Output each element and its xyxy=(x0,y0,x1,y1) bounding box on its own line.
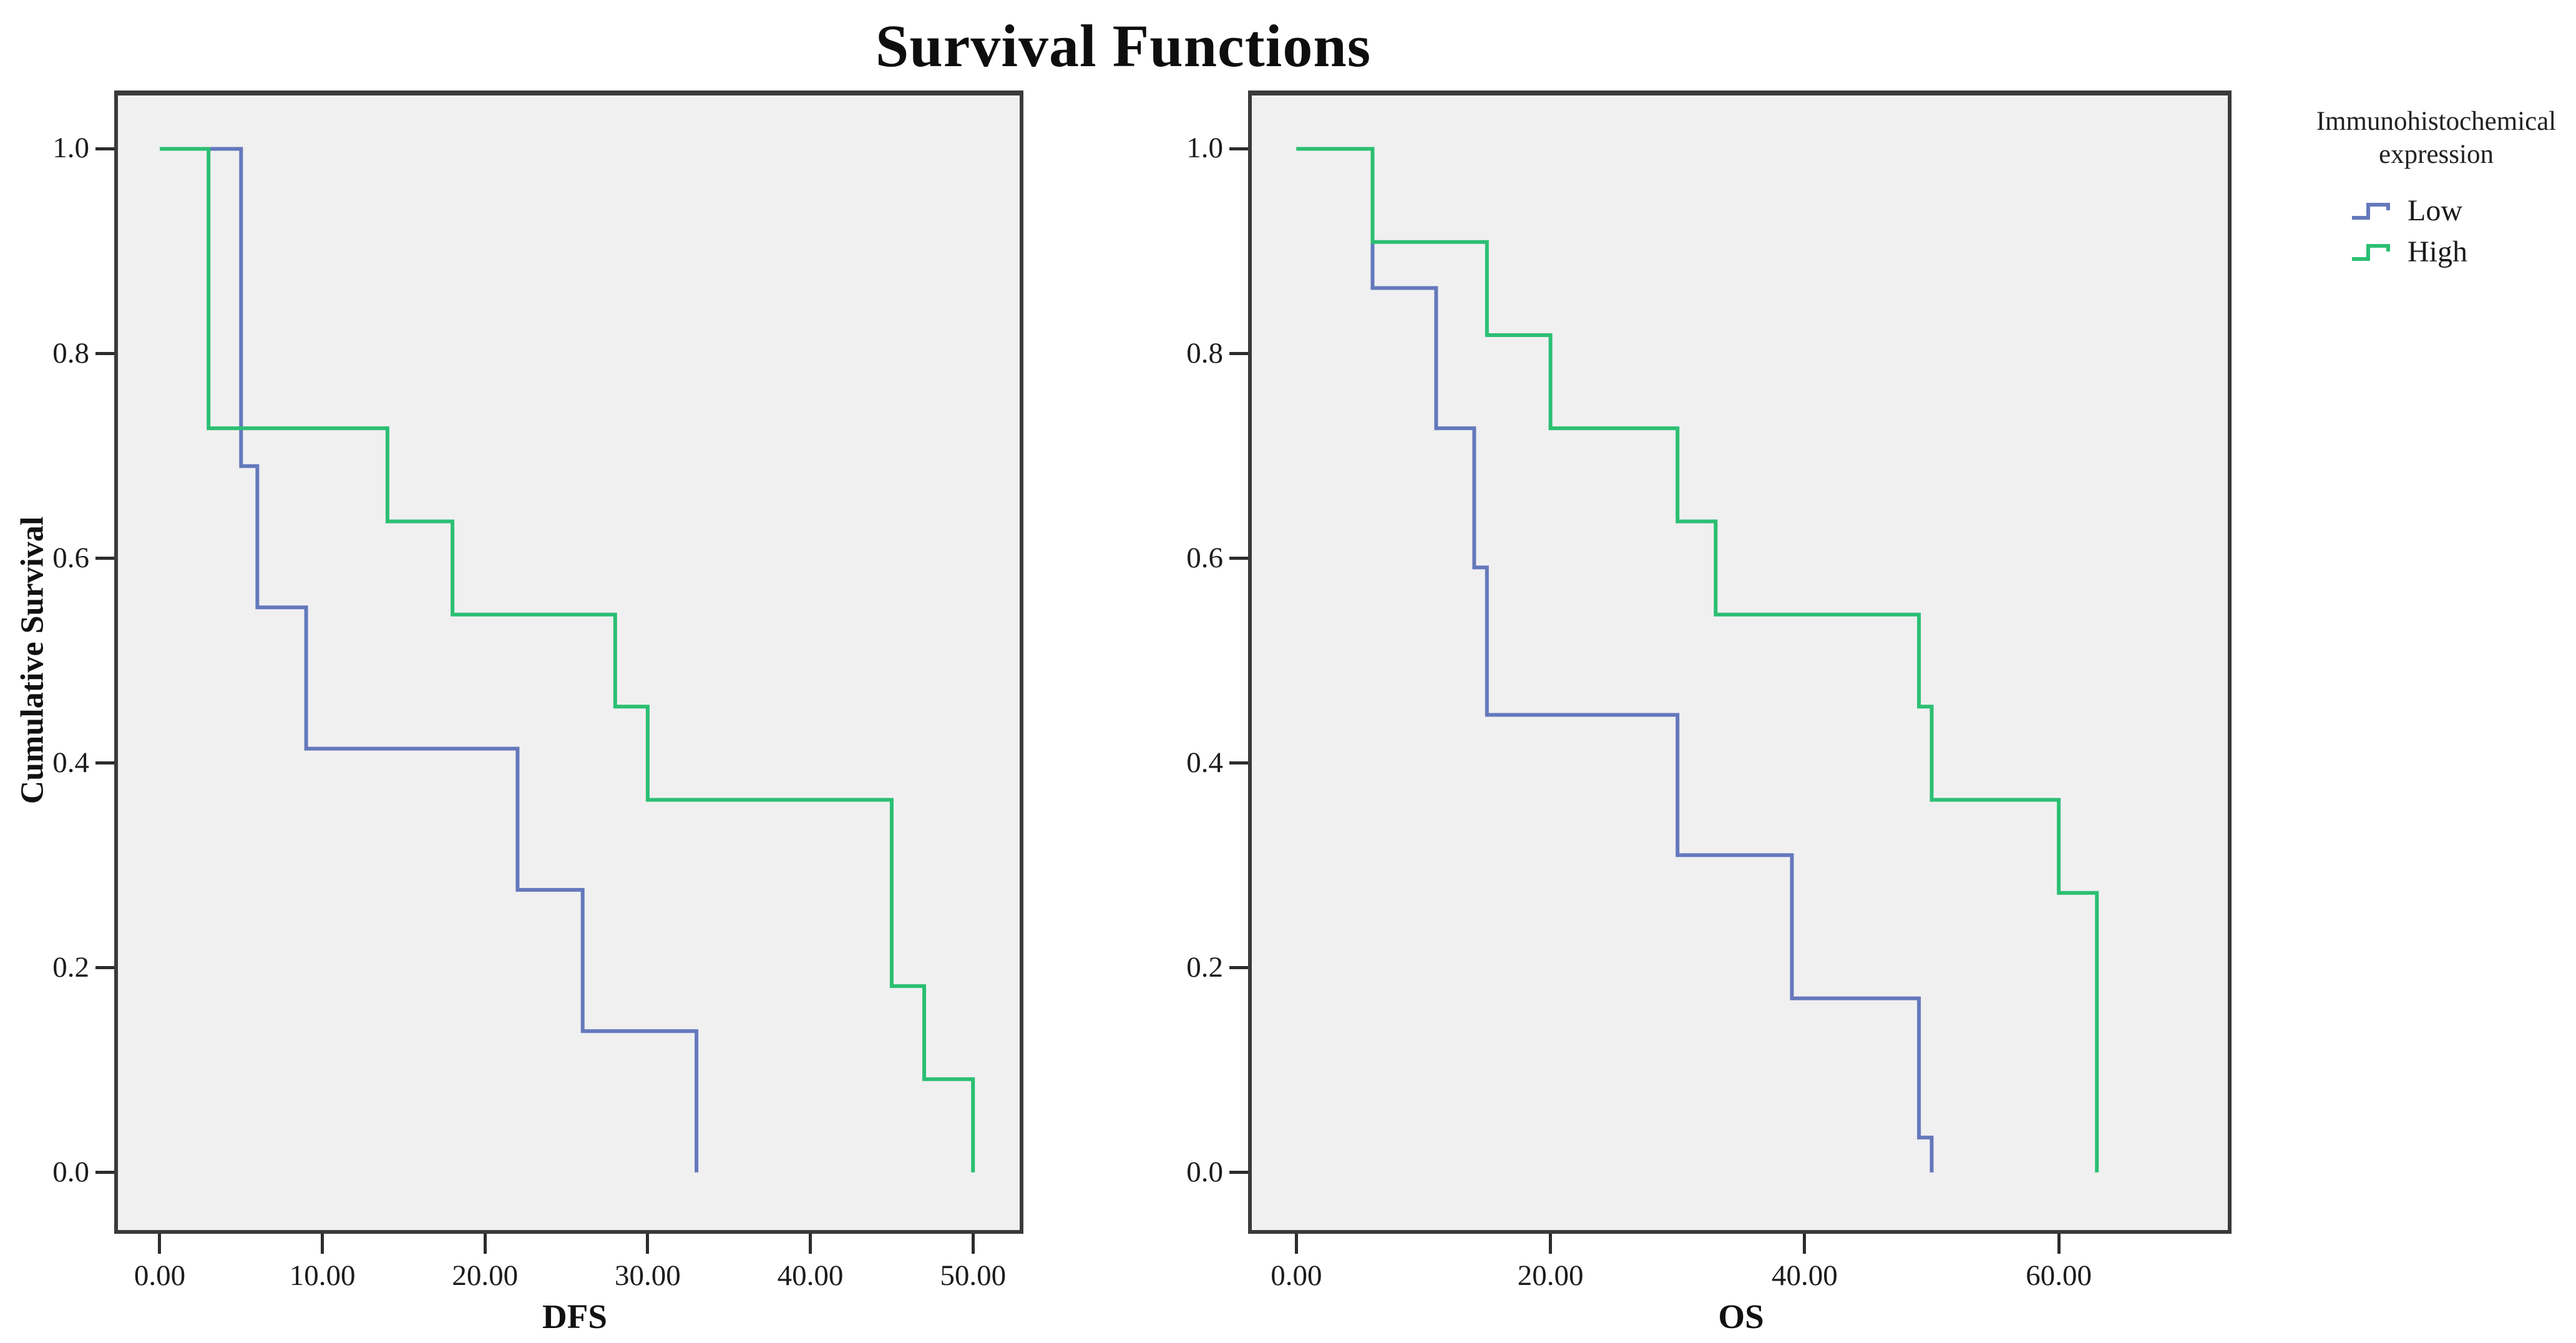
high-step-line-icon xyxy=(2352,244,2390,261)
plot-area-os xyxy=(1248,90,2232,1234)
y-tick xyxy=(95,557,114,560)
x-tick-label: 60.00 xyxy=(2026,1259,2092,1292)
y-tick-label: 0.6 xyxy=(52,541,89,574)
y-tick-label: 0.2 xyxy=(52,950,89,984)
x-tick-label: 10.00 xyxy=(289,1259,356,1292)
y-tick xyxy=(1229,1171,1248,1175)
y-tick xyxy=(1229,966,1248,970)
y-tick xyxy=(1229,557,1248,560)
y-tick xyxy=(1229,352,1248,355)
survival-curve-low-dfs xyxy=(160,147,699,1173)
x-tick-label: 30.00 xyxy=(615,1259,681,1292)
curves-svg-os xyxy=(1296,147,2099,1173)
x-tick-label: 0.00 xyxy=(134,1259,186,1292)
survival-curve-high-dfs xyxy=(160,147,975,1173)
y-tick-label: 0.8 xyxy=(52,336,89,369)
legend-title-line1: Immunohistochemical xyxy=(2316,107,2557,136)
y-tick-label: 0.6 xyxy=(1186,541,1223,574)
y-tick xyxy=(95,147,114,150)
x-tick-label: 0.00 xyxy=(1271,1259,1322,1292)
y-tick-label: 0.4 xyxy=(1186,746,1223,779)
y-tick-label: 0.8 xyxy=(1186,336,1223,369)
y-tick-label: 0.4 xyxy=(52,746,89,779)
x-tick xyxy=(1803,1234,1807,1254)
x-tick-label: 20.00 xyxy=(452,1259,519,1292)
y-tick xyxy=(1229,147,1248,150)
legend-item-low: Low xyxy=(2350,190,2569,231)
y-tick-label: 0.0 xyxy=(1186,1155,1223,1188)
curves-svg-dfs xyxy=(160,147,975,1173)
y-tick-label: 0.0 xyxy=(52,1155,89,1188)
x-tick xyxy=(321,1234,324,1254)
x-tick-label: 40.00 xyxy=(1771,1259,1838,1292)
y-tick xyxy=(95,966,114,970)
legend-title-line2: expression xyxy=(2379,140,2494,169)
survival-curve-high-os xyxy=(1296,147,2099,1173)
y-tick-label: 0.2 xyxy=(1186,950,1223,984)
y-tick xyxy=(95,761,114,765)
x-tick xyxy=(1294,1234,1298,1254)
chart-title: Survival Functions xyxy=(875,12,1372,79)
x-tick-label: 40.00 xyxy=(777,1259,844,1292)
x-tick-label: 50.00 xyxy=(940,1259,1007,1292)
legend-items: Low High xyxy=(2350,190,2569,272)
x-tick xyxy=(483,1234,487,1254)
legend-label-high: High xyxy=(2408,235,2467,268)
legend-item-high: High xyxy=(2350,231,2569,272)
x-tick xyxy=(2057,1234,2061,1254)
x-tick xyxy=(809,1234,812,1254)
y-tick xyxy=(95,352,114,355)
low-step-line-icon xyxy=(2352,203,2390,220)
x-tick-label: 20.00 xyxy=(1517,1259,1584,1292)
y-tick xyxy=(95,1171,114,1175)
x-tick xyxy=(158,1234,162,1254)
plot-area-dfs xyxy=(114,90,1023,1234)
x-tick xyxy=(1549,1234,1553,1254)
x-axis-title-os: OS xyxy=(1718,1297,1764,1336)
y-tick xyxy=(1229,761,1248,765)
survival-curve-low-os xyxy=(1296,147,1934,1173)
x-axis-title-dfs: DFS xyxy=(542,1297,607,1336)
legend: Immunohistochemical expression Low High xyxy=(2304,105,2569,272)
x-tick xyxy=(971,1234,975,1254)
x-tick xyxy=(646,1234,650,1254)
y-tick-label: 1.0 xyxy=(1186,132,1223,165)
legend-label-low: Low xyxy=(2408,193,2462,227)
y-tick-label: 1.0 xyxy=(52,132,89,165)
